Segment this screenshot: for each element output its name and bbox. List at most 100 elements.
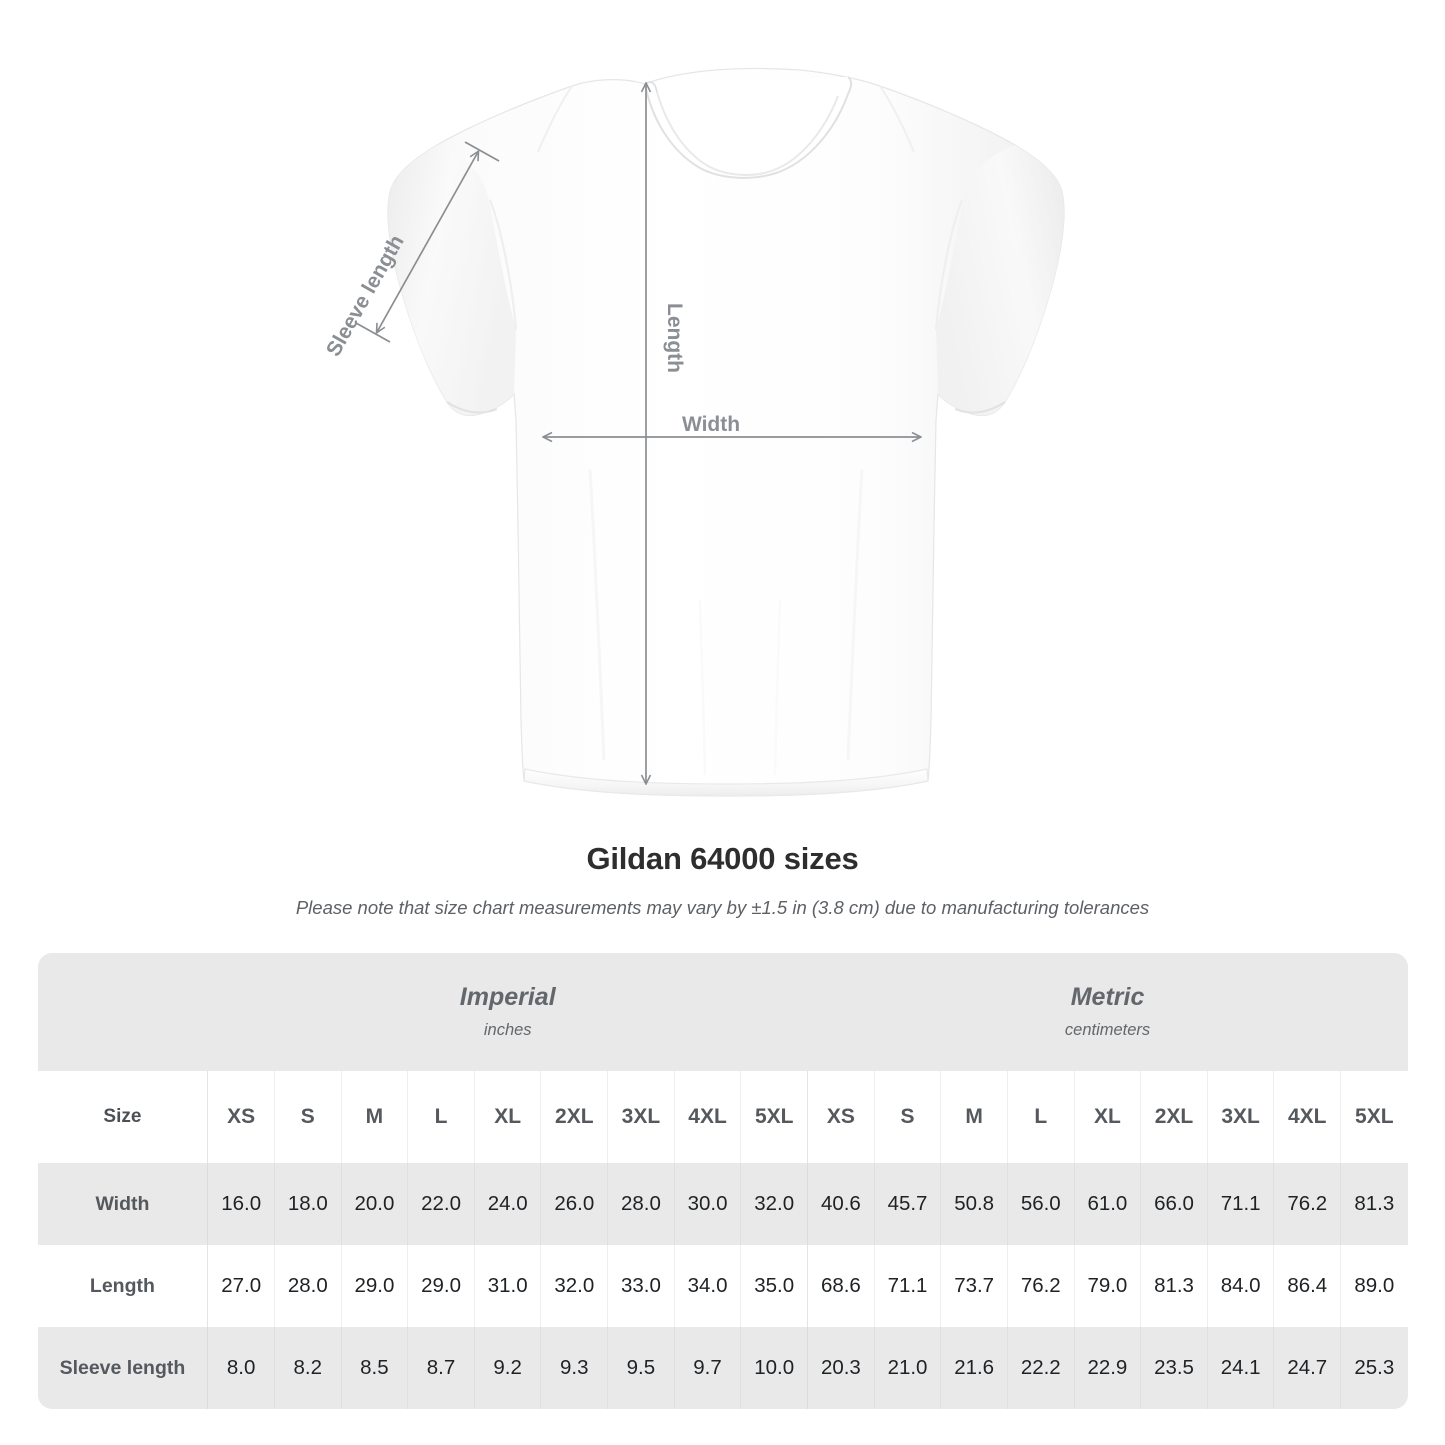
width-imp-5xl: 32.0 (740, 1163, 808, 1246)
size-header-imp-2xl: 2XL (540, 1071, 608, 1164)
length-met-m: 73.7 (940, 1245, 1008, 1328)
size-header-met-s: S (873, 1071, 941, 1164)
length-imp-l: 29.0 (407, 1245, 475, 1328)
title-block: Gildan 64000 sizes Please note that size… (0, 830, 1445, 920)
length-imp-xl: 31.0 (473, 1245, 541, 1328)
metric-subtitle: centimeters (1064, 1021, 1151, 1040)
table-row-sleeve-length: Sleeve length 8.0 8.2 8.5 8.7 9.2 9.3 9.… (37, 1327, 1408, 1410)
length-imp-xs: 27.0 (207, 1245, 275, 1328)
size-header-met-5xl: 5XL (1340, 1071, 1408, 1164)
length-imp-2xl: 32.0 (540, 1245, 608, 1328)
size-header-met-xs: XS (807, 1071, 875, 1164)
sleeve-met-xl: 22.9 (1073, 1327, 1141, 1410)
width-imp-4xl: 30.0 (673, 1163, 741, 1246)
sleeve-imp-l: 8.7 (407, 1327, 475, 1410)
length-met-s: 71.1 (873, 1245, 941, 1328)
size-header-row: Size XS S M L XL 2XL 3XL 4XL 5XL XS S M … (37, 1071, 1408, 1164)
sleeve-met-xs: 20.3 (807, 1327, 875, 1410)
unit-header-spacer (37, 953, 208, 1072)
sleeve-met-m: 21.6 (940, 1327, 1008, 1410)
sleeve-imp-3xl: 9.5 (607, 1327, 675, 1410)
size-header-met-3xl: 3XL (1206, 1071, 1274, 1164)
length-met-xl: 79.0 (1073, 1245, 1141, 1328)
sleeve-imp-xl: 9.2 (473, 1327, 541, 1410)
table-row-length: Length 27.0 28.0 29.0 29.0 31.0 32.0 33.… (37, 1245, 1408, 1328)
length-imp-m: 29.0 (340, 1245, 408, 1328)
size-header-met-4xl: 4XL (1273, 1071, 1341, 1164)
length-met-5xl: 89.0 (1340, 1245, 1408, 1328)
length-imp-5xl: 35.0 (740, 1245, 808, 1328)
row-label-width: Width (37, 1163, 208, 1246)
tshirt-diagram: Length Width Sleeve length (321, 67, 1065, 797)
sleeve-imp-4xl: 9.7 (673, 1327, 741, 1410)
size-header-met-l: L (1006, 1071, 1075, 1164)
width-imp-l: 22.0 (407, 1163, 475, 1246)
sleeve-met-l: 22.2 (1006, 1327, 1075, 1410)
size-header-imp-s: S (273, 1071, 342, 1164)
tshirt-illustration: Length Width Sleeve length (322, 67, 1065, 797)
size-header-imp-4xl: 4XL (673, 1071, 741, 1164)
length-met-3xl: 84.0 (1206, 1245, 1274, 1328)
length-imp-s: 28.0 (273, 1245, 342, 1328)
sleeve-length-arrow (377, 152, 478, 332)
size-header-imp-5xl: 5XL (740, 1071, 808, 1164)
table-row-width: Width 16.0 18.0 20.0 22.0 24.0 26.0 28.0… (37, 1163, 1408, 1246)
sleeve-imp-5xl: 10.0 (740, 1327, 808, 1410)
length-imp-4xl: 34.0 (673, 1245, 741, 1328)
sleeve-met-5xl: 25.3 (1340, 1327, 1408, 1410)
width-met-l: 56.0 (1006, 1163, 1075, 1246)
length-met-2xl: 81.3 (1140, 1245, 1208, 1328)
size-header-label: Size (37, 1071, 208, 1164)
width-met-xs: 40.6 (807, 1163, 875, 1246)
size-header-imp-xl: XL (473, 1071, 541, 1164)
page-title: Gildan 64000 sizes (586, 841, 859, 876)
size-table-wrap: Imperial inches Metric centimeters Size … (0, 953, 1445, 1410)
width-met-xl: 61.0 (1073, 1163, 1141, 1246)
sleeve-imp-2xl: 9.3 (540, 1327, 608, 1410)
size-header-met-m: M (940, 1071, 1008, 1164)
imperial-title: Imperial (459, 983, 556, 1012)
size-header-imp-m: M (340, 1071, 408, 1164)
width-met-3xl: 71.1 (1206, 1163, 1274, 1246)
width-label: Width (682, 413, 740, 436)
length-label: Length (663, 303, 686, 373)
row-label-sleeve-length: Sleeve length (37, 1327, 208, 1410)
sleeve-met-3xl: 24.1 (1206, 1327, 1274, 1410)
width-met-5xl: 81.3 (1340, 1163, 1408, 1246)
length-met-xs: 68.6 (807, 1245, 875, 1328)
sleeve-met-s: 21.0 (873, 1327, 941, 1410)
tolerance-note: Please note that size chart measurements… (295, 897, 1150, 919)
width-imp-2xl: 26.0 (540, 1163, 608, 1246)
width-imp-m: 20.0 (340, 1163, 408, 1246)
imperial-subtitle: inches (483, 1021, 532, 1040)
width-met-m: 50.8 (940, 1163, 1008, 1246)
width-imp-s: 18.0 (273, 1163, 342, 1246)
size-header-imp-l: L (407, 1071, 475, 1164)
metric-title: Metric (1070, 983, 1145, 1012)
sleeve-tick-bottom (355, 322, 391, 343)
size-header-met-xl: XL (1073, 1071, 1141, 1164)
size-header-imp-xs: XS (207, 1071, 275, 1164)
size-header-imp-3xl: 3XL (607, 1071, 675, 1164)
width-met-4xl: 76.2 (1273, 1163, 1341, 1246)
sleeve-tick-top (464, 141, 500, 162)
row-label-length: Length (37, 1245, 208, 1328)
width-imp-3xl: 28.0 (607, 1163, 675, 1246)
sleeve-imp-s: 8.2 (273, 1327, 342, 1410)
sleeve-met-4xl: 24.7 (1273, 1327, 1341, 1410)
sleeve-met-2xl: 23.5 (1140, 1327, 1208, 1410)
length-met-l: 76.2 (1006, 1245, 1075, 1328)
sleeve-imp-m: 8.5 (340, 1327, 408, 1410)
length-met-4xl: 86.4 (1273, 1245, 1341, 1328)
unit-header-imperial: Imperial inches (207, 953, 808, 1072)
size-chart-table: Imperial inches Metric centimeters Size … (37, 953, 1408, 1410)
sleeve-imp-xs: 8.0 (207, 1327, 275, 1410)
size-header-met-2xl: 2XL (1140, 1071, 1208, 1164)
length-imp-3xl: 33.0 (607, 1245, 675, 1328)
width-met-2xl: 66.0 (1140, 1163, 1208, 1246)
width-imp-xs: 16.0 (207, 1163, 275, 1246)
unit-header-metric: Metric centimeters (807, 953, 1408, 1072)
unit-header-row: Imperial inches Metric centimeters (37, 953, 1408, 1072)
width-met-s: 45.7 (873, 1163, 941, 1246)
width-imp-xl: 24.0 (473, 1163, 541, 1246)
